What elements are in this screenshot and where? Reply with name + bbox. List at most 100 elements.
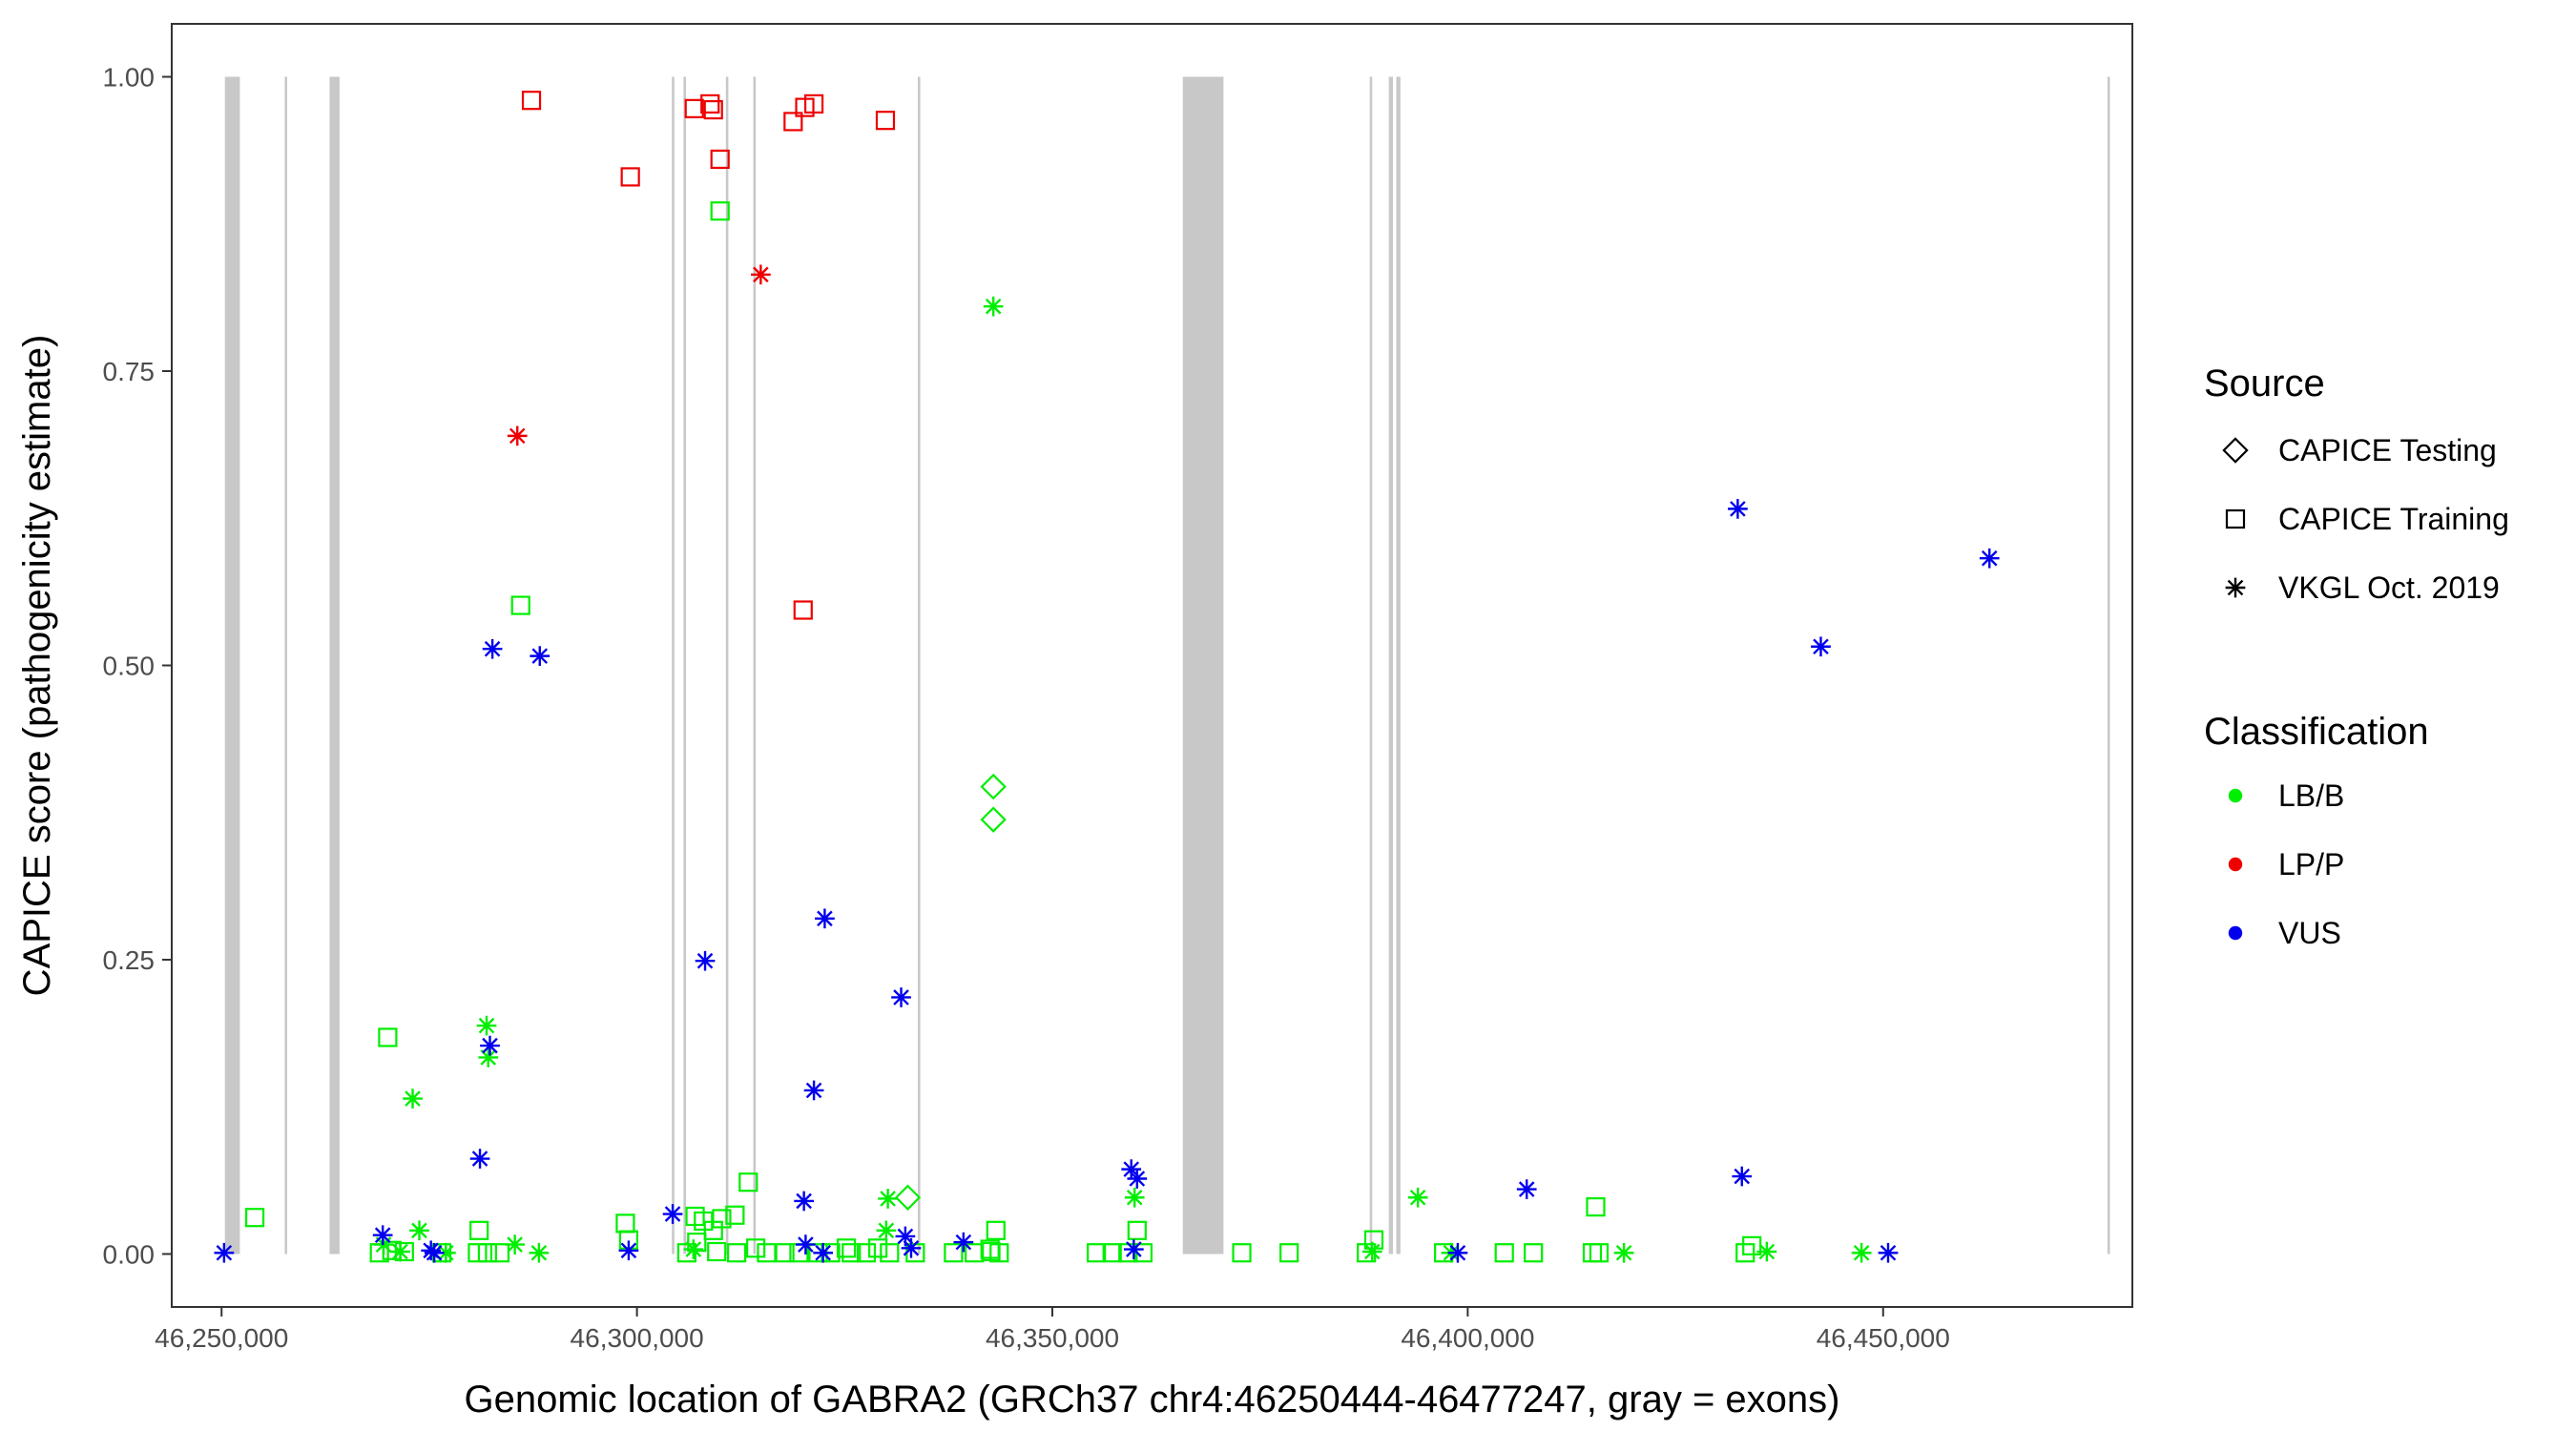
- data-point: [1127, 1169, 1148, 1189]
- data-point: [986, 1220, 1006, 1240]
- data-point: [725, 1205, 745, 1225]
- data-point: [469, 1149, 490, 1169]
- legend-classification-title: Classification: [2204, 711, 2429, 753]
- data-point: [836, 1238, 857, 1258]
- data-point: [482, 638, 503, 659]
- data-point: [1728, 499, 1748, 519]
- data-point: [707, 1241, 727, 1262]
- data-point: [727, 1243, 747, 1263]
- exon-band: [329, 76, 340, 1255]
- data-point: [1851, 1242, 1872, 1263]
- data-point: [793, 600, 813, 620]
- y-tick-label: 1.00: [103, 63, 156, 93]
- data-point: [703, 99, 723, 120]
- legend: Source CAPICE Testing CAPICE Training VKGL…: [2204, 363, 2509, 950]
- data-point: [1447, 1242, 1468, 1263]
- y-tick-label: 0.50: [103, 652, 156, 681]
- data-point: [783, 112, 803, 132]
- data-point: [510, 595, 530, 615]
- data-point: [244, 1208, 265, 1228]
- data-point: [738, 1172, 758, 1192]
- data-point: [467, 1243, 488, 1263]
- x-axis-title: Genomic location of GABRA2 (GRCh37 chr4:…: [465, 1379, 1840, 1421]
- plot-panel: [172, 24, 2132, 1307]
- data-point: [476, 1015, 497, 1036]
- legend-source-label: CAPICE Testing: [2278, 433, 2497, 467]
- data-point: [815, 908, 835, 929]
- data-point: [1613, 1242, 1634, 1263]
- exon-band: [683, 76, 687, 1255]
- data-point: [1102, 1243, 1122, 1263]
- data-points: [214, 91, 2000, 1263]
- legend-classification-label: LB/B: [2278, 778, 2344, 813]
- data-point: [746, 1238, 766, 1258]
- exon-band: [1369, 76, 1373, 1255]
- data-point: [1589, 1243, 1610, 1263]
- data-point: [1516, 1179, 1537, 1199]
- data-point: [757, 1243, 777, 1263]
- data-point: [1811, 636, 1831, 657]
- data-point: [1279, 1243, 1299, 1263]
- plot-background: [172, 24, 2132, 1307]
- data-point: [683, 1239, 704, 1259]
- exon-band: [284, 76, 288, 1255]
- data-point: [1586, 1197, 1606, 1217]
- legend-source-key: [2225, 508, 2246, 529]
- y-tick-label: 0.00: [103, 1239, 156, 1269]
- exon-band: [1388, 76, 1394, 1255]
- data-point: [372, 1225, 393, 1246]
- data-point: [618, 1240, 639, 1261]
- data-point: [1232, 1243, 1252, 1263]
- data-point: [989, 1243, 1009, 1263]
- data-point: [1407, 1187, 1428, 1208]
- data-point: [953, 1232, 974, 1253]
- data-point: [1124, 1187, 1145, 1208]
- data-point: [944, 1243, 964, 1263]
- y-axis-title: CAPICE score (pathogenicity estimate): [16, 335, 58, 997]
- legend-classification-label: VUS: [2278, 916, 2341, 950]
- data-point: [878, 1189, 898, 1209]
- data-point: [813, 1242, 834, 1263]
- data-point: [803, 93, 824, 114]
- data-point: [620, 167, 640, 187]
- data-point: [891, 987, 911, 1007]
- data-point: [1756, 1241, 1777, 1262]
- data-point: [530, 646, 551, 666]
- data-point: [980, 806, 1007, 833]
- legend-classification-key: [2228, 788, 2243, 803]
- data-point: [876, 1220, 897, 1241]
- exon-band: [917, 76, 921, 1255]
- y-axis: 0.00 0.25 0.50 0.75 1.00: [103, 63, 172, 1269]
- data-point: [477, 1243, 497, 1263]
- data-point: [687, 1233, 707, 1253]
- data-point: [529, 1242, 550, 1263]
- data-point: [875, 111, 896, 131]
- exon-bands: [224, 76, 2110, 1255]
- data-point: [684, 98, 704, 118]
- legend-source-title: Source: [2204, 363, 2325, 404]
- x-tick-label: 46,300,000: [571, 1323, 704, 1353]
- data-point: [505, 1234, 525, 1255]
- exon-band: [224, 76, 240, 1255]
- legend-classification-items: LB/B LP/P VUS: [2228, 778, 2344, 950]
- data-point: [390, 1241, 410, 1262]
- x-axis: 46,250,000 46,300,000 46,350,000 46,400,000…: [155, 1307, 1950, 1353]
- legend-classification-key: [2228, 857, 2243, 872]
- data-point: [880, 1243, 900, 1263]
- data-point: [841, 1243, 862, 1263]
- exon-band: [725, 76, 729, 1255]
- legend-source-label: CAPICE Training: [2278, 502, 2509, 536]
- data-point: [983, 296, 1004, 317]
- data-point: [1735, 1243, 1755, 1263]
- x-tick-label: 46,350,000: [986, 1323, 1119, 1353]
- data-point: [1878, 1242, 1899, 1263]
- data-point: [796, 1234, 816, 1255]
- data-point: [794, 1191, 815, 1212]
- data-point: [662, 1204, 683, 1224]
- legend-classification-key: [2228, 925, 2243, 941]
- data-point: [214, 1242, 235, 1263]
- data-point: [803, 1080, 824, 1101]
- exon-band: [1396, 76, 1401, 1255]
- data-point: [695, 950, 716, 971]
- data-point: [868, 1238, 888, 1258]
